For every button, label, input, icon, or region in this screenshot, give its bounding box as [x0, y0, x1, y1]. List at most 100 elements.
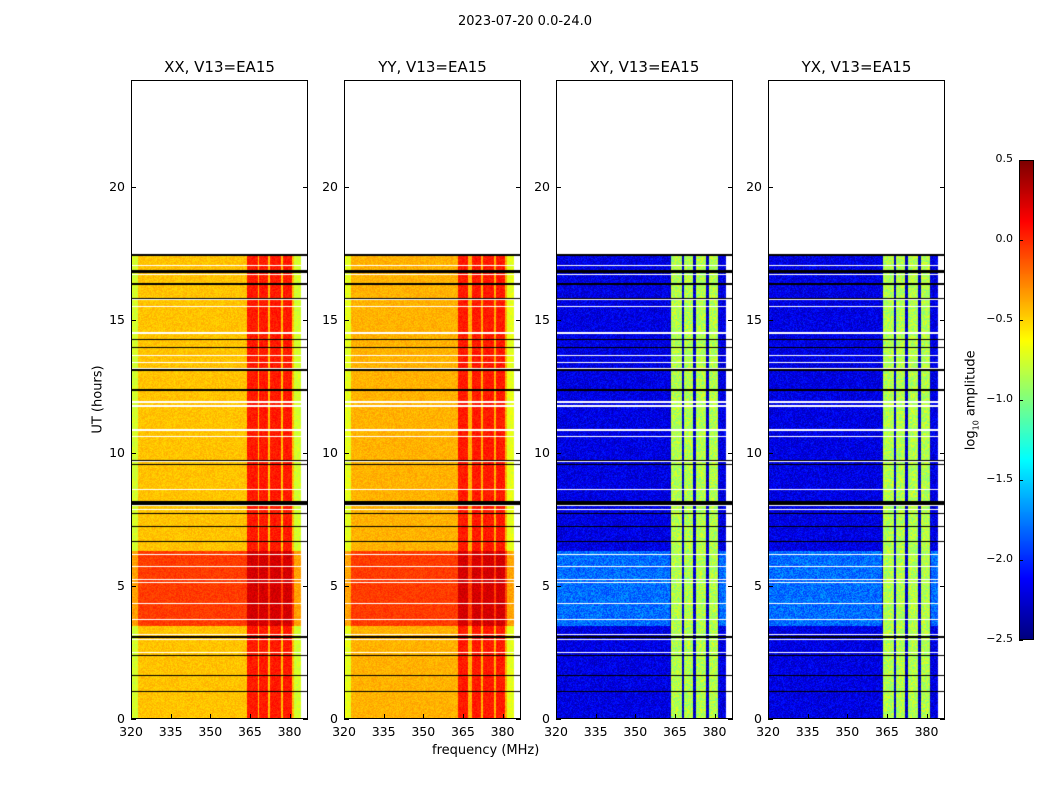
x-tick-label: 350	[198, 724, 223, 739]
x-tick-label: 365	[450, 724, 475, 739]
colorbar-tick-label: −1.0	[986, 392, 1013, 405]
colorbar-tick	[1019, 400, 1023, 401]
x-tick	[674, 714, 676, 719]
y-tick-label: 15	[746, 311, 762, 327]
panel-title: XY, V13=EA15	[589, 58, 700, 76]
x-tick-label: 365	[874, 724, 899, 739]
colorbar-tick-label: −0.5	[986, 312, 1013, 325]
heatmap-image	[769, 81, 944, 718]
x-tick	[714, 714, 716, 719]
y-tick	[516, 319, 521, 321]
y-tick-label: 15	[534, 311, 550, 327]
figure-title: 2023-07-20 0.0-24.0	[458, 14, 592, 29]
y-tick	[344, 186, 349, 188]
x-tick-label: 380	[914, 724, 939, 739]
heatmap-image	[345, 81, 520, 718]
x-tick	[249, 714, 251, 719]
y-tick-label: 20	[534, 178, 550, 194]
y-tick-label: 10	[746, 444, 762, 460]
colorbar-label-sub: 10	[971, 420, 981, 431]
y-tick-label: 10	[109, 444, 125, 460]
y-tick	[131, 585, 136, 587]
colorbar-label-log: log	[963, 430, 979, 451]
y-tick	[768, 719, 773, 720]
y-tick	[556, 585, 561, 587]
y-tick	[556, 186, 561, 188]
colorbar-tick-label: −1.5	[986, 472, 1013, 485]
y-tick	[131, 452, 136, 454]
x-tick	[502, 714, 504, 719]
x-tick	[635, 714, 637, 719]
y-tick	[556, 319, 561, 321]
x-tick-label: 350	[411, 724, 436, 739]
y-tick	[303, 452, 308, 454]
heatmap-panel	[344, 80, 521, 719]
heatmap-image	[132, 81, 307, 718]
y-tick-label: 5	[754, 577, 762, 593]
y-tick-label: 5	[117, 577, 125, 593]
y-tick-label: 0	[117, 711, 125, 726]
x-tick-label: 365	[237, 724, 262, 739]
y-tick	[556, 452, 561, 454]
y-tick-label: 0	[754, 711, 762, 726]
y-tick	[728, 452, 733, 454]
y-tick	[728, 186, 733, 188]
y-tick	[131, 186, 136, 188]
colorbar-tick	[1019, 320, 1023, 321]
y-tick	[516, 452, 521, 454]
x-axis-label: frequency (MHz)	[432, 743, 540, 758]
heatmap-panel	[131, 80, 308, 719]
colorbar-tick	[1019, 480, 1023, 481]
y-tick-label: 0	[330, 711, 338, 726]
heatmap-panel	[768, 80, 945, 719]
y-tick	[940, 319, 945, 321]
heatmap-image	[557, 81, 732, 718]
y-tick-label: 10	[322, 444, 338, 460]
x-tick	[170, 714, 172, 719]
colorbar-tick-label: −2.5	[986, 632, 1013, 645]
colorbar-label-rest: amplitude	[963, 350, 979, 421]
colorbar-tick-label: 0.0	[995, 232, 1014, 245]
x-tick	[462, 714, 464, 719]
y-tick	[768, 452, 773, 454]
y-tick	[344, 319, 349, 321]
y-tick-label: 5	[330, 577, 338, 593]
x-tick	[289, 714, 291, 719]
y-tick	[516, 186, 521, 188]
y-tick	[768, 186, 773, 188]
panel-title: YY, V13=EA15	[378, 58, 487, 76]
x-tick	[556, 714, 557, 719]
y-tick	[131, 319, 136, 321]
y-tick	[768, 319, 773, 321]
x-tick	[383, 714, 385, 719]
heatmap-panel	[556, 80, 733, 719]
y-tick	[303, 585, 308, 587]
colorbar-tick	[1019, 240, 1023, 241]
x-tick	[423, 714, 425, 719]
x-tick-label: 320	[544, 724, 568, 739]
y-tick	[940, 585, 945, 587]
y-tick	[516, 585, 521, 587]
y-tick-label: 20	[322, 178, 338, 194]
x-tick-label: 380	[702, 724, 727, 739]
x-tick-label: 350	[835, 724, 860, 739]
y-tick-label: 15	[322, 311, 338, 327]
x-tick-label: 380	[277, 724, 302, 739]
y-tick	[728, 319, 733, 321]
colorbar-tick-label: −2.0	[986, 552, 1013, 565]
y-tick-label: 5	[542, 577, 550, 593]
y-tick	[516, 719, 521, 720]
y-tick	[344, 719, 349, 720]
y-tick	[344, 452, 349, 454]
x-tick-label: 320	[332, 724, 356, 739]
y-axis-label: UT (hours)	[90, 365, 106, 434]
y-tick	[728, 719, 733, 720]
y-tick-label: 15	[109, 311, 125, 327]
y-tick	[940, 719, 945, 720]
y-tick	[303, 719, 308, 720]
colorbar-tick	[1019, 160, 1023, 161]
x-tick	[210, 714, 212, 719]
x-tick-label: 335	[583, 724, 608, 739]
x-tick-label: 335	[371, 724, 396, 739]
x-tick-label: 320	[756, 724, 780, 739]
